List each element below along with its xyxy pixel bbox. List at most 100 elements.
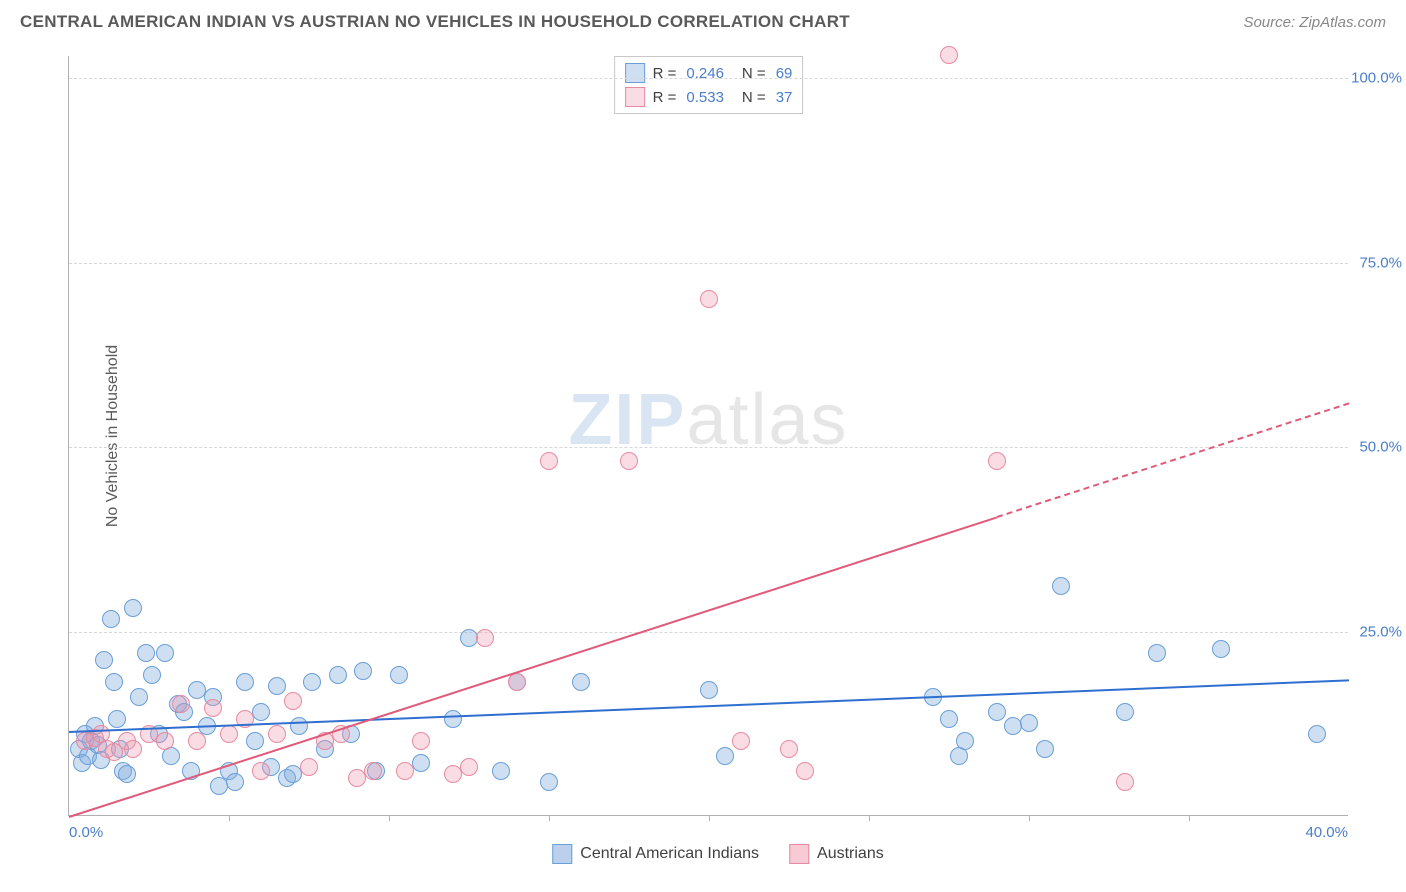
y-tick-label: 50.0%: [1359, 439, 1402, 456]
data-point: [460, 758, 478, 776]
data-point: [246, 732, 264, 750]
data-point: [172, 695, 190, 713]
data-point: [102, 610, 120, 628]
data-point: [492, 762, 510, 780]
data-point: [444, 710, 462, 728]
data-point: [796, 762, 814, 780]
data-point: [329, 666, 347, 684]
data-point: [130, 688, 148, 706]
data-point: [988, 703, 1006, 721]
data-point: [95, 651, 113, 669]
y-tick-label: 25.0%: [1359, 623, 1402, 640]
series-legend: Central American Indians Austrians: [552, 844, 883, 864]
data-point: [118, 765, 136, 783]
data-point: [1212, 640, 1230, 658]
data-point: [1116, 773, 1134, 791]
data-point: [540, 773, 558, 791]
data-point: [956, 732, 974, 750]
legend-label: Austrians: [817, 845, 884, 863]
data-point: [105, 673, 123, 691]
legend-row: R = 0.533 N = 37: [625, 85, 793, 109]
x-tick-mark: [869, 815, 870, 821]
data-point: [137, 644, 155, 662]
data-point: [1036, 740, 1054, 758]
legend-swatch: [625, 87, 645, 107]
legend-label: Central American Indians: [580, 845, 759, 863]
data-point: [1148, 644, 1166, 662]
data-point: [252, 703, 270, 721]
data-point: [476, 629, 494, 647]
data-point: [188, 732, 206, 750]
data-point: [354, 662, 372, 680]
x-tick-mark: [549, 815, 550, 821]
data-point: [220, 725, 238, 743]
data-point: [412, 732, 430, 750]
n-value: 37: [776, 89, 793, 106]
data-point: [1020, 714, 1038, 732]
x-tick-mark: [1189, 815, 1190, 821]
gridline: [69, 632, 1348, 633]
data-point: [124, 599, 142, 617]
data-point: [1308, 725, 1326, 743]
r-label: R =: [653, 89, 677, 106]
legend-item: Austrians: [789, 844, 884, 864]
data-point: [1052, 577, 1070, 595]
data-point: [572, 673, 590, 691]
legend-swatch: [789, 844, 809, 864]
data-point: [300, 758, 318, 776]
data-point: [412, 754, 430, 772]
data-point: [700, 290, 718, 308]
gridline: [69, 263, 1348, 264]
data-point: [540, 452, 558, 470]
gridline: [69, 78, 1348, 79]
trend-line: [69, 516, 998, 817]
data-point: [124, 740, 142, 758]
data-point: [108, 710, 126, 728]
x-tick-mark: [389, 815, 390, 821]
data-point: [732, 732, 750, 750]
data-point: [236, 673, 254, 691]
data-point: [268, 677, 286, 695]
data-point: [508, 673, 526, 691]
legend-swatch: [625, 63, 645, 83]
n-label: N =: [742, 89, 766, 106]
x-tick-mark: [709, 815, 710, 821]
data-point: [156, 732, 174, 750]
data-point: [700, 681, 718, 699]
legend-row: R =0.246N =69: [625, 61, 793, 85]
data-point: [390, 666, 408, 684]
gridline: [69, 447, 1348, 448]
data-point: [303, 673, 321, 691]
data-point: [143, 666, 161, 684]
legend-swatch: [552, 844, 572, 864]
data-point: [252, 762, 270, 780]
x-tick-label: 40.0%: [1305, 824, 1348, 841]
data-point: [156, 644, 174, 662]
y-tick-label: 100.0%: [1351, 70, 1402, 87]
data-point: [1116, 703, 1134, 721]
data-point: [284, 692, 302, 710]
data-point: [396, 762, 414, 780]
data-point: [988, 452, 1006, 470]
chart-title: CENTRAL AMERICAN INDIAN VS AUSTRIAN NO V…: [20, 12, 850, 32]
stats-legend: R =0.246N =69 R = 0.533 N = 37: [614, 56, 804, 114]
chart-container: No Vehicles in Household ZIPatlas R =0.2…: [50, 46, 1386, 826]
data-point: [940, 46, 958, 64]
x-tick-label: 0.0%: [69, 824, 103, 841]
plot-area: ZIPatlas R =0.246N =69R =0.533N =37 25.0…: [68, 56, 1348, 816]
data-point: [364, 762, 382, 780]
source-label: Source: ZipAtlas.com: [1243, 14, 1386, 31]
trend-line: [997, 403, 1350, 519]
data-point: [940, 710, 958, 728]
data-point: [620, 452, 638, 470]
x-tick-mark: [1029, 815, 1030, 821]
y-tick-label: 75.0%: [1359, 254, 1402, 271]
data-point: [290, 717, 308, 735]
data-point: [226, 773, 244, 791]
x-tick-mark: [229, 815, 230, 821]
data-point: [716, 747, 734, 765]
legend-item: Central American Indians: [552, 844, 759, 864]
data-point: [204, 699, 222, 717]
data-point: [780, 740, 798, 758]
r-value: 0.533: [686, 89, 724, 106]
